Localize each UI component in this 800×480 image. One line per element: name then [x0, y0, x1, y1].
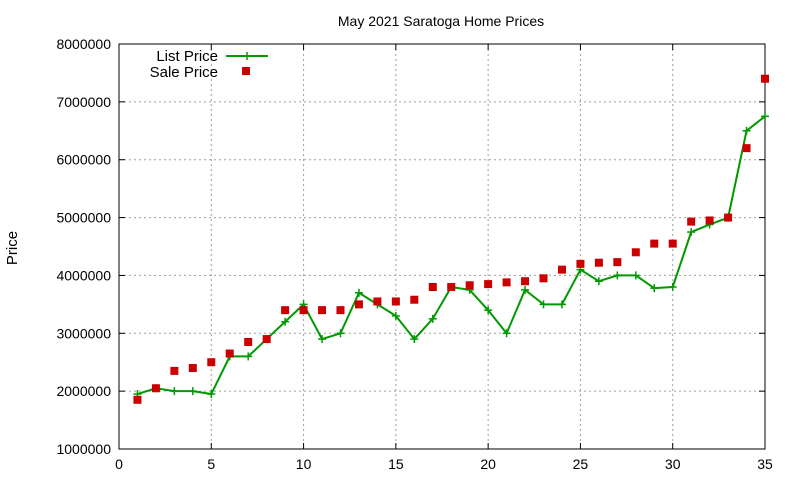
sale-price-point: [502, 278, 511, 287]
y-tick-label: 6000000: [56, 152, 111, 168]
list-price-point: [761, 112, 769, 121]
list-price-point: [410, 335, 419, 344]
plot-frame: [118, 43, 766, 450]
list-price-point: [244, 352, 253, 361]
tick-layer: 0 5 10 15 20 25 30 35 1000000 2000000 3000000 40000…: [56, 36, 773, 472]
sale-price-point: [484, 280, 493, 289]
chart-title: May 2021 Saratoga Home Prices: [338, 13, 544, 29]
sale-price-point: [299, 306, 308, 315]
list-price-point: [281, 317, 290, 326]
sale-price-point: [391, 297, 400, 306]
sale-price-point: [244, 337, 253, 346]
legend-label-sale-price: Sale Price: [150, 64, 218, 81]
legend-marker-sale-price: [242, 67, 250, 75]
sale-price-point: [354, 300, 363, 309]
sale-price-point: [687, 217, 696, 226]
sale-price-point: [465, 281, 474, 290]
y-tick-label: 2000000: [56, 383, 111, 399]
list-price-point: [428, 314, 437, 323]
list-price-point: [354, 288, 363, 297]
sale-price-point: [539, 274, 548, 283]
list-price-point: [318, 335, 327, 344]
series-layer: [133, 74, 769, 404]
list-price-point: [594, 277, 603, 286]
x-tick-label: 0: [115, 456, 123, 472]
list-price-point: [742, 126, 751, 135]
list-price-point: [557, 300, 566, 309]
list-price-point: [521, 285, 530, 294]
sale-price-point: [262, 335, 271, 344]
x-tick-label: 35: [757, 456, 773, 472]
sale-price-point: [705, 216, 714, 225]
sale-price-point: [225, 349, 234, 358]
x-tick-label: 25: [573, 456, 589, 472]
sale-price-point: [557, 265, 566, 274]
x-tick-label: 5: [207, 456, 215, 472]
legend-label-list-price: List Price: [156, 48, 218, 65]
sale-price-point: [373, 297, 382, 306]
sale-price-point: [576, 259, 585, 268]
sale-price-point: [410, 295, 419, 304]
sale-price-point: [761, 74, 769, 83]
x-tick-label: 10: [296, 456, 312, 472]
y-tick-label: 3000000: [56, 325, 111, 341]
sale-price-point: [631, 248, 640, 257]
x-tick-label: 20: [480, 456, 496, 472]
list-price-point: [613, 271, 622, 280]
list-price-point: [207, 390, 216, 399]
sale-price-point: [207, 358, 216, 367]
series-sale-price: [133, 74, 769, 404]
legend: List Price Sale Price: [150, 48, 268, 81]
sale-price-point: [724, 213, 733, 222]
sale-price-point: [133, 395, 142, 404]
list-price-point: [650, 284, 659, 293]
list-price-point: [484, 306, 493, 315]
x-tick-label: 30: [665, 456, 681, 472]
list-price-point: [502, 329, 511, 338]
sale-price-point: [668, 239, 677, 248]
sale-price-point: [188, 364, 197, 372]
sale-price-point: [447, 283, 456, 291]
sale-price-point: [521, 277, 530, 286]
sale-price-point: [336, 306, 345, 315]
list-price-point: [170, 387, 179, 396]
list-price-point: [687, 228, 696, 237]
list-price-point: [631, 271, 640, 280]
sale-price-point: [151, 384, 160, 393]
sale-price-point: [170, 366, 179, 375]
x-tick-label: 15: [388, 456, 404, 472]
legend-marker-list-price: [243, 52, 251, 60]
y-tick-label: 8000000: [56, 36, 111, 52]
sale-price-point: [281, 306, 290, 315]
sale-price-point: [650, 239, 659, 248]
sale-price-point: [318, 306, 327, 315]
sale-price-point: [594, 258, 603, 267]
sale-price-point: [613, 258, 622, 267]
y-tick-label: 7000000: [56, 94, 111, 110]
y-tick-label: 5000000: [56, 210, 111, 226]
sale-price-point: [428, 283, 437, 291]
y-tick-label: 4000000: [56, 267, 111, 283]
sale-price-point: [742, 144, 751, 153]
list-price-point: [188, 387, 197, 396]
list-price-point: [668, 283, 677, 291]
list-price-point: [539, 300, 548, 309]
list-price-point: [391, 311, 400, 320]
grid-layer: [119, 44, 765, 449]
y-tick-label: 1000000: [56, 441, 111, 457]
y-axis-label: Price: [4, 231, 21, 265]
list-price-point: [336, 329, 345, 338]
